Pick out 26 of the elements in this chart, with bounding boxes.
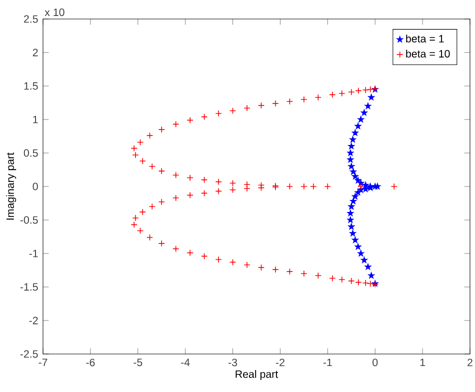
x-tick-label: -1: [323, 358, 332, 366]
x-tick-label: 0: [372, 358, 378, 366]
x-tick-label: -5: [134, 358, 142, 366]
x-tick-label: 2: [468, 358, 472, 366]
y-tick-label: 0.5: [24, 149, 38, 157]
y-tick-label: -1: [29, 250, 38, 258]
y-tick-label: -2.5: [20, 350, 38, 358]
x-tick-label: -3: [228, 358, 238, 366]
legend-label: beta = 10: [406, 50, 450, 58]
y-tick-label: 2: [32, 48, 38, 56]
x-tick-label: -7: [38, 358, 48, 366]
y-axis-title: Imaginary part: [6, 152, 16, 220]
y-tick-label: -1.5: [20, 283, 38, 291]
legend-label: beta = 1: [406, 34, 444, 42]
x-tick-label: -2: [276, 358, 284, 366]
y-tick-label: 1.5: [24, 82, 38, 90]
y-tick-label: 1: [33, 116, 38, 124]
text: x 10: [44, 8, 64, 16]
y-tick-label: -0.5: [20, 216, 38, 224]
x-tick-label: -6: [86, 358, 95, 366]
y-tick-label: 0: [32, 182, 38, 190]
y-tick-label: 2.5: [24, 15, 38, 23]
x-tick-label: 1: [420, 358, 425, 366]
y-tick-label: -2: [29, 316, 38, 324]
x-axis-title: Real part: [236, 370, 278, 380]
x-tick-label: -4: [181, 358, 190, 366]
